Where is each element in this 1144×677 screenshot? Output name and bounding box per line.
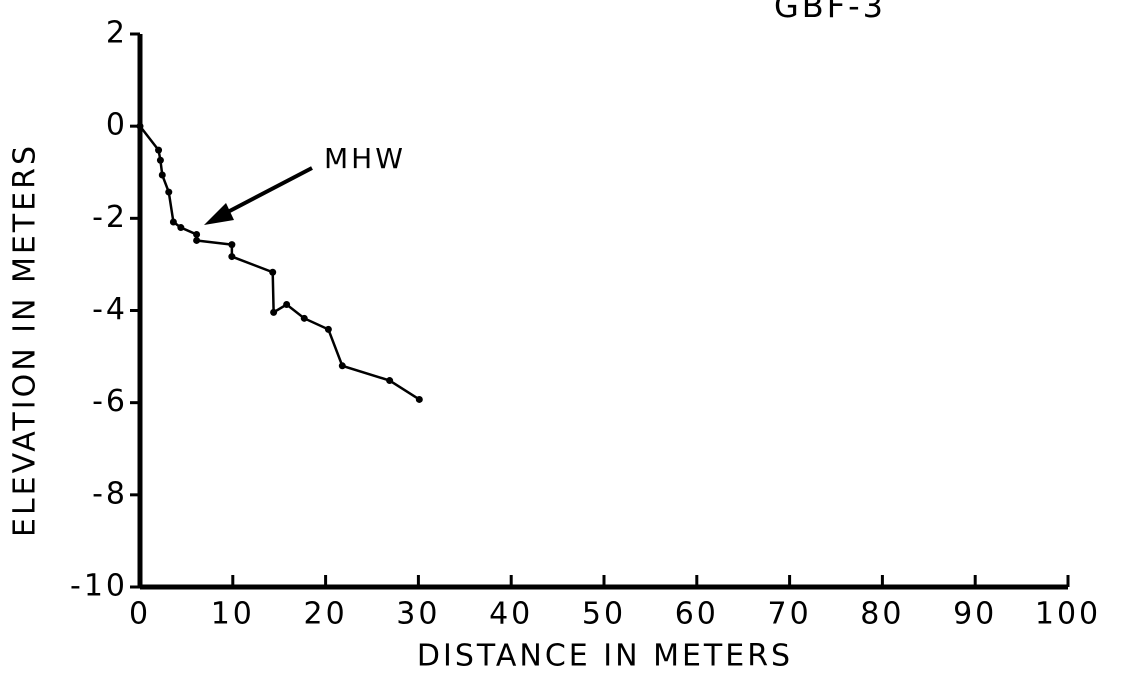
y-tick-label: -4 [92,292,128,327]
data-point [155,146,163,154]
data-point [193,236,201,244]
arrow-head [204,203,234,225]
x-tick-label: 50 [582,597,626,632]
data-point [228,241,236,249]
x-tick-label: 40 [489,597,533,632]
y-tick-label: -6 [92,384,128,419]
y-tick-label: -2 [92,200,128,235]
y-tick-label: 2 [106,16,128,51]
x-tick-label: 20 [304,597,348,632]
data-point [283,301,291,309]
x-tick-label: 60 [675,597,719,632]
chart-title: GBF-3 [774,0,886,25]
x-tick-label: 100 [1035,597,1101,632]
data-point [415,395,423,403]
data-point [228,253,236,261]
data-point [156,156,164,164]
y-axis-label: ELEVATION IN METERS [8,143,43,537]
x-axis-label: DISTANCE IN METERS [417,639,793,674]
x-tick-label: 70 [768,597,812,632]
y-tick-label: -10 [70,569,128,604]
data-point [158,171,166,179]
data-point [269,268,277,276]
data-point [177,224,185,232]
annotation: MHW [324,142,406,175]
data-point [169,218,177,226]
data-point [300,314,308,322]
data-point [270,308,278,316]
y-tick-label: 0 [106,108,128,143]
data-point [193,230,201,238]
x-tick-label: 0 [129,597,151,632]
data-point [165,188,173,196]
data-point [338,362,346,370]
x-tick-label: 30 [396,597,440,632]
data-point [324,325,332,333]
x-tick-label: 90 [953,597,997,632]
data-point [136,122,144,130]
data-point [386,377,394,385]
annotation-arrow [221,166,313,217]
y-tick-label: -8 [92,476,128,511]
x-tick-label: 80 [860,597,904,632]
x-tick-label: 10 [211,597,255,632]
